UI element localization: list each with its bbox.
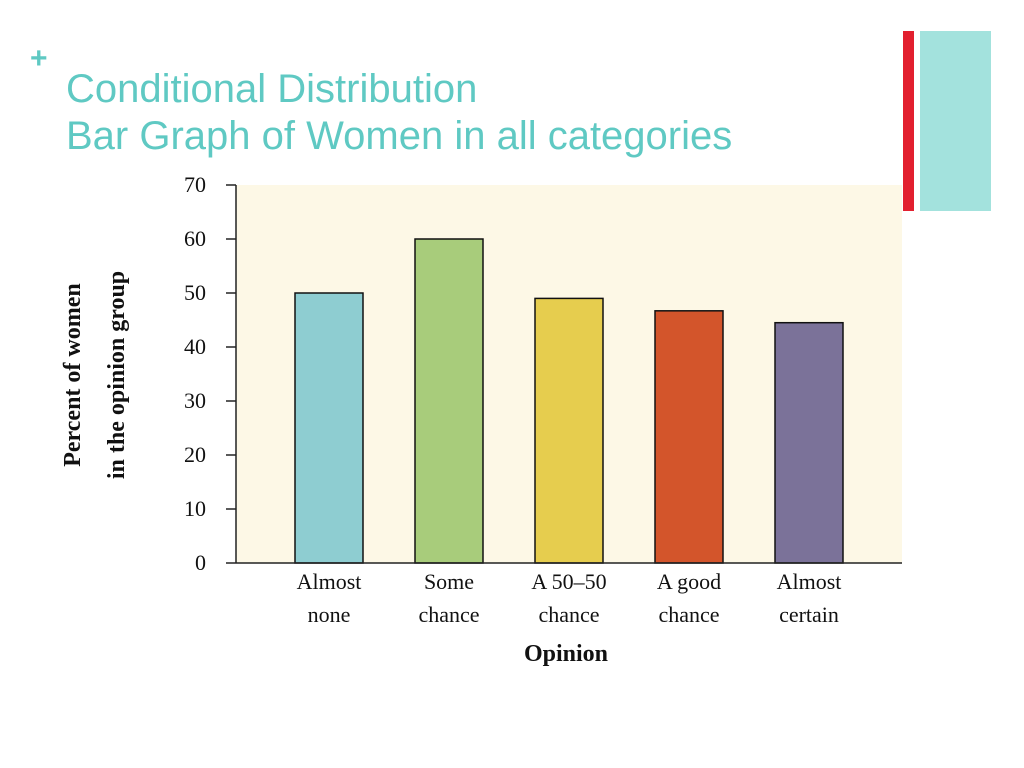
y-tick-label: 10 — [184, 496, 206, 521]
x-category-label: A good — [657, 569, 721, 594]
decorative-red-bar — [903, 31, 914, 211]
x-category-label: certain — [779, 602, 839, 627]
bullet-plus-icon: + — [30, 42, 48, 75]
y-tick-label: 60 — [184, 226, 206, 251]
y-tick-label: 0 — [195, 550, 206, 575]
slide-title-line-1: Conditional Distribution — [66, 67, 478, 111]
y-tick-label: 50 — [184, 280, 206, 305]
bars-group — [294, 238, 844, 564]
x-category-label: Almost — [777, 569, 842, 594]
bar — [294, 292, 364, 564]
x-categories-group: Almost none Some chance A 50–50 chance A good c… — [297, 569, 842, 627]
x-category-label: Almost — [297, 569, 362, 594]
x-category-label: chance — [658, 602, 719, 627]
x-category-label: Some — [424, 569, 474, 594]
y-axis-title-line-1: Percent of women — [60, 283, 86, 467]
x-category-label: chance — [418, 602, 479, 627]
x-category-label: none — [308, 602, 351, 627]
y-tick-label: 20 — [184, 442, 206, 467]
y-ticks-group: 0 10 20 30 40 50 60 70 — [184, 172, 236, 575]
slide-title: Conditional Distribution Bar Graph of Wo… — [66, 66, 732, 160]
x-category-label: A 50–50 — [531, 569, 606, 594]
x-axis-title: Opinion — [524, 641, 608, 667]
y-tick-label: 40 — [184, 334, 206, 359]
y-tick-label: 30 — [184, 388, 206, 413]
decorative-teal-block — [920, 31, 991, 211]
bar — [654, 310, 724, 564]
y-tick-label: 70 — [184, 172, 206, 197]
slide-title-line-2: Bar Graph of Women in all categories — [66, 114, 733, 158]
bar — [414, 238, 484, 564]
x-category-label: chance — [538, 602, 599, 627]
bar — [534, 297, 604, 564]
bar — [774, 321, 844, 564]
y-axis-title-line-2: in the opinion group — [104, 271, 130, 479]
